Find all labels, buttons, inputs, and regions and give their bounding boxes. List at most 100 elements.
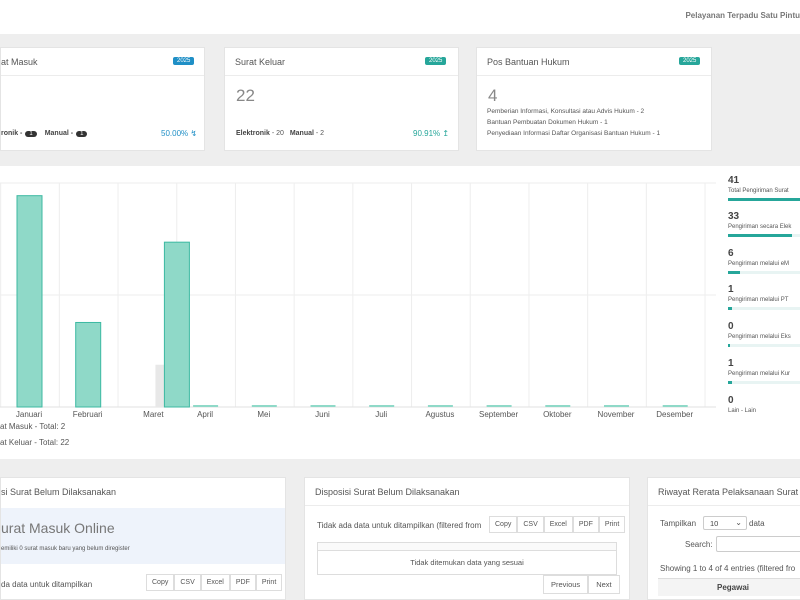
x-tick-label: Desember: [656, 410, 693, 419]
entries-select-value: 10: [710, 519, 719, 528]
search-input[interactable]: [716, 536, 800, 552]
stat-value: 0: [728, 321, 734, 332]
empty-table-text: da data untuk ditampilkan: [1, 580, 93, 589]
year-badge: 2025: [425, 57, 447, 65]
bantuan-item: Pemberian Informasi, Konsultasi atau Adv…: [487, 108, 645, 115]
x-tick-label: November: [598, 410, 635, 419]
card-title: Disposisi Surat Belum Dilaksanakan: [315, 487, 460, 497]
x-tick-label: Maret: [143, 410, 164, 419]
panel-riwayat-rerata: Riwayat Rerata Pelaksanaan Surat Tampilk…: [647, 477, 800, 600]
card-header: Pos Bantuan Hukum 2025: [477, 48, 711, 76]
bar-keluar: [16, 195, 43, 408]
manual-count: 1: [76, 131, 88, 137]
stat-value: 0: [728, 395, 734, 406]
percent-indicator: 90.91% ↥: [413, 129, 449, 138]
stat-item: 0 Pengiriman melalui Eks: [728, 321, 800, 347]
bar-keluar: [486, 405, 512, 407]
bar-keluar: [662, 405, 688, 407]
elektronik-value: - 20: [271, 130, 284, 137]
bar-keluar: [193, 405, 219, 407]
stat-item: 1 Pengiriman melalui Kur: [728, 358, 800, 384]
stat-item: 1 Pengiriman melalui PT: [728, 284, 800, 310]
next-button[interactable]: Next: [588, 575, 620, 594]
card-title: Surat Keluar: [235, 57, 286, 67]
pdf-button[interactable]: PDF: [572, 516, 599, 533]
card-title: at Masuk: [1, 57, 38, 67]
elektronik-count-line: ronik -1 Manual -1: [1, 130, 88, 137]
card-title: Pos Bantuan Hukum: [487, 57, 570, 67]
csv-button[interactable]: CSV: [517, 516, 544, 533]
card-title: Riwayat Rerata Pelaksanaan Surat: [658, 487, 799, 497]
card-header: at Masuk 2025: [1, 48, 204, 76]
bar-keluar: [604, 405, 629, 407]
search-label: Search:: [685, 540, 713, 549]
chevron-down-icon: ⌄: [735, 518, 742, 527]
online-mail-subtitle: emiliki 0 surat masuk baru yang belum di…: [1, 546, 130, 552]
stat-value: 1: [728, 358, 734, 369]
stat-value: 33: [728, 211, 740, 222]
card-header: Surat Keluar 2025: [225, 48, 458, 76]
copy-button[interactable]: Copy: [489, 516, 518, 533]
column-header-pegawai[interactable]: Pegawai: [658, 578, 800, 596]
card-title: si Surat Belum Dilaksanakan: [1, 487, 117, 497]
percent-value: 50.00%: [161, 129, 189, 138]
card-header: si Surat Belum Dilaksanakan: [1, 478, 285, 506]
stat-label: Pengiriman melalui Eks: [728, 334, 791, 340]
x-tick-label: Juni: [315, 410, 330, 419]
delivery-stats-panel: 41 Total Pengiriman Surat 33 Pengiriman sec…: [718, 166, 800, 459]
monthly-chart-panel: Januari Februari Maret April Mei Juni Juli Agus…: [0, 166, 718, 459]
print-button[interactable]: Print: [255, 574, 283, 591]
manual-value: - 2: [315, 130, 325, 137]
x-tick-label: Februari: [73, 410, 103, 419]
x-tick-label: April: [197, 410, 213, 419]
stat-item: 6 Pengiriman melalui eM: [728, 248, 800, 274]
total-count: 4: [488, 86, 498, 105]
print-button[interactable]: Print: [598, 516, 626, 533]
year-badge: 2025: [173, 57, 195, 65]
excel-button[interactable]: Excel: [543, 516, 573, 533]
show-entries-suffix: data: [749, 519, 765, 528]
x-tick-label: September: [479, 410, 518, 419]
table-info-text: Tidak ada data untuk ditampilkan (filter…: [317, 521, 482, 530]
stat-progress-bar: [728, 381, 800, 384]
bar-keluar: [369, 405, 395, 407]
stat-label: Pengiriman melalui PT: [728, 297, 789, 303]
trend-icon: ↥: [442, 129, 450, 138]
stat-value: 1: [728, 284, 734, 295]
percent-indicator: 50.00% ↯: [161, 129, 197, 138]
export-button-group: Copy CSV Excel PDF Print: [146, 574, 283, 591]
manual-label: Manual -: [44, 130, 74, 137]
panel-disposisi-belum-2: Disposisi Surat Belum Dilaksanakan Tidak…: [304, 477, 630, 600]
csv-button[interactable]: CSV: [174, 574, 201, 591]
show-entries-label: Tampilkan: [660, 519, 697, 528]
bar-keluar: [75, 321, 102, 408]
stat-label: Total Pengiriman Surat: [728, 188, 789, 194]
online-mail-box: urat Masuk Online emiliki 0 surat masuk …: [1, 508, 285, 564]
bantuan-item: Bantuan Pembuatan Dokumen Hukum - 1: [487, 119, 608, 126]
stat-progress-fill: [728, 234, 793, 237]
stat-label: Pengiriman melalui Kur: [728, 371, 791, 377]
entries-select[interactable]: 10 ⌄: [703, 516, 747, 530]
stat-progress-fill: [728, 344, 730, 347]
stat-progress-fill: [728, 381, 732, 384]
legend-keluar: at Keluar - Total: 22: [0, 438, 70, 447]
card-header: Disposisi Surat Belum Dilaksanakan: [305, 478, 629, 506]
bar-keluar: [163, 241, 190, 408]
pdf-button[interactable]: PDF: [229, 574, 256, 591]
excel-button[interactable]: Excel: [200, 574, 230, 591]
year-badge: 2025: [679, 57, 701, 65]
top-bar: Pelayanan Terpadu Satu Pintu: [0, 0, 800, 34]
previous-button[interactable]: Previous: [543, 575, 589, 594]
x-tick-label: Agustus: [425, 410, 454, 419]
bolt-icon: ↯: [190, 129, 198, 138]
x-tick-label: Oktober: [543, 410, 572, 419]
elektronik-count: 1: [25, 131, 37, 137]
x-tick-label: Januari: [16, 410, 42, 419]
bar-keluar: [427, 405, 453, 407]
card-header: Riwayat Rerata Pelaksanaan Surat: [648, 478, 800, 506]
copy-button[interactable]: Copy: [146, 574, 175, 591]
stat-value: 41: [728, 175, 740, 186]
entries-info: Showing 1 to 4 of 4 entries (filtered fr…: [660, 564, 796, 573]
empty-row: Tidak ditemukan data yang sesuai: [317, 551, 617, 575]
service-name: Pelayanan Terpadu Satu Pintu: [685, 11, 800, 20]
